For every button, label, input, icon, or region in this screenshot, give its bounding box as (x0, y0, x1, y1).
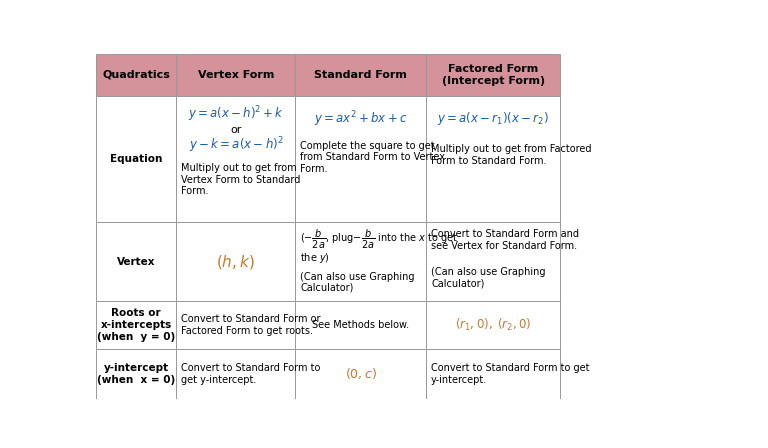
Text: Factored Form
(Intercept Form): Factored Form (Intercept Form) (442, 64, 545, 86)
Text: Standard Form: Standard Form (314, 70, 407, 80)
Bar (96, 96, 177, 222)
Text: Convert to Standard Form to
get y-intercept.: Convert to Standard Form to get y-interc… (181, 363, 320, 384)
Text: (Can also use Graphing: (Can also use Graphing (300, 272, 415, 282)
Bar (426, 96, 561, 222)
Text: Complete the square to get
from Standard Form to Vertex
Form.: Complete the square to get from Standard… (300, 141, 445, 174)
Text: Multiply out to get from Factored
Form to Standard Form.: Multiply out to get from Factored Form t… (431, 144, 591, 166)
Bar (296, 349, 426, 399)
Text: $y=a(x-h)^2+k$: $y=a(x-h)^2+k$ (188, 104, 284, 124)
Text: See Methods below.: See Methods below. (313, 320, 409, 330)
Text: $(0,c)$: $(0,c)$ (345, 366, 377, 381)
Text: Convert to Standard Form and
see Vertex for Standard Form.: Convert to Standard Form and see Vertex … (431, 229, 579, 250)
Bar (96, 222, 177, 302)
Text: Quadratics: Quadratics (102, 70, 170, 80)
Text: Vertex Form: Vertex Form (197, 70, 274, 80)
Text: $y=ax^2+bx+c$: $y=ax^2+bx+c$ (314, 110, 408, 129)
Text: $(r_1,0),\;(r_2,0)$: $(r_1,0),\;(r_2,0)$ (455, 317, 531, 333)
Bar (177, 54, 296, 96)
Bar (177, 222, 296, 302)
Bar (96, 54, 177, 96)
Text: Roots or
x-intercepts
(when  y = 0): Roots or x-intercepts (when y = 0) (97, 309, 175, 342)
Text: Convert to Standard Form to get
y-intercept.: Convert to Standard Form to get y-interc… (431, 363, 590, 384)
Bar (296, 54, 426, 96)
Bar (96, 302, 177, 349)
Bar (426, 222, 561, 302)
Text: Multiply out to get from
Vertex Form to Standard
Form.: Multiply out to get from Vertex Form to … (181, 163, 300, 196)
Bar (426, 302, 561, 349)
Bar (177, 302, 296, 349)
Text: Equation: Equation (110, 154, 162, 164)
Bar (296, 302, 426, 349)
Bar (426, 54, 561, 96)
Text: (Can also use Graphing
Calculator): (Can also use Graphing Calculator) (431, 267, 545, 289)
Bar (296, 96, 426, 222)
Text: or: or (230, 125, 242, 135)
Bar (177, 349, 296, 399)
Text: the $\mathit{y}$): the $\mathit{y}$) (300, 251, 330, 265)
Bar (296, 222, 426, 302)
Text: $(-\dfrac{b}{2a}$, plug$-\dfrac{b}{2a}$ into the $\mathit{x}$ to get: $(-\dfrac{b}{2a}$, plug$-\dfrac{b}{2a}$ … (300, 228, 458, 251)
Text: Vertex: Vertex (117, 257, 155, 267)
Text: y-intercept
(when  x = 0): y-intercept (when x = 0) (97, 363, 175, 384)
Text: $y=a(x-r_1)(x-r_2)$: $y=a(x-r_1)(x-r_2)$ (438, 110, 549, 127)
Bar (177, 96, 296, 222)
Text: $(h,k)$: $(h,k)$ (217, 253, 255, 271)
Text: Convert to Standard Form or
Factored Form to get roots.: Convert to Standard Form or Factored For… (181, 314, 320, 336)
Bar (426, 349, 561, 399)
Bar (96, 349, 177, 399)
Text: Calculator): Calculator) (300, 283, 353, 293)
Text: $y-k=a(x-h)^2$: $y-k=a(x-h)^2$ (189, 135, 283, 155)
